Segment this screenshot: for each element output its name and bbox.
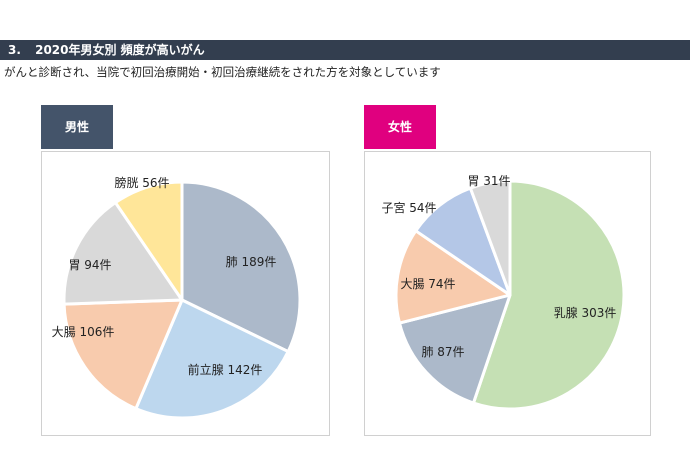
pie-label-5: 胃 31件 xyxy=(467,174,510,188)
male-chart-panel: 肺 189件前立腺 142件 大腸 106件 胃 94件 膀胱 56件 xyxy=(41,151,330,436)
female-chart-panel: 乳腺 303件肺 87件 大腸 74件 子宮 54件 胃 31件 xyxy=(364,151,651,436)
pie-slice-5 xyxy=(468,179,512,297)
pie-label-3: 大腸 106件 xyxy=(52,325,115,339)
pie-slice-3 xyxy=(62,298,184,411)
pie-label-4: 子宮 54件 xyxy=(381,200,436,215)
pie-slice-2 xyxy=(398,293,512,405)
pie-label-1: 肺 189件 xyxy=(226,255,277,269)
tab-male: 男性 xyxy=(41,105,113,149)
pie-slice-3 xyxy=(394,229,512,325)
section-description: がんと診断され、当院で初回治療開始・初回治療継続をされた方を対象としています xyxy=(4,65,441,79)
section-number: 3. xyxy=(8,43,21,57)
pie-slice-2 xyxy=(134,298,290,420)
pie-label-2: 前立腺 142件 xyxy=(188,362,263,377)
pie-label-5: 膀胱 56件 xyxy=(114,175,169,190)
pie-slice-5 xyxy=(113,180,184,302)
tab-female: 女性 xyxy=(364,105,436,149)
pie-label-2: 肺 87件 xyxy=(421,345,464,359)
pie-label-4: 胃 94件 xyxy=(68,258,111,272)
pie-label-1: 乳腺 303件 xyxy=(554,306,617,320)
section-header: 3. 2020年男女別 頻度が高いがん xyxy=(0,40,690,60)
section-title: 2020年男女別 頻度が高いがん xyxy=(35,43,205,57)
pie-label-3: 大腸 74件 xyxy=(400,277,455,291)
pie-slice-1 xyxy=(180,180,302,354)
pie-slice-4 xyxy=(62,201,184,306)
